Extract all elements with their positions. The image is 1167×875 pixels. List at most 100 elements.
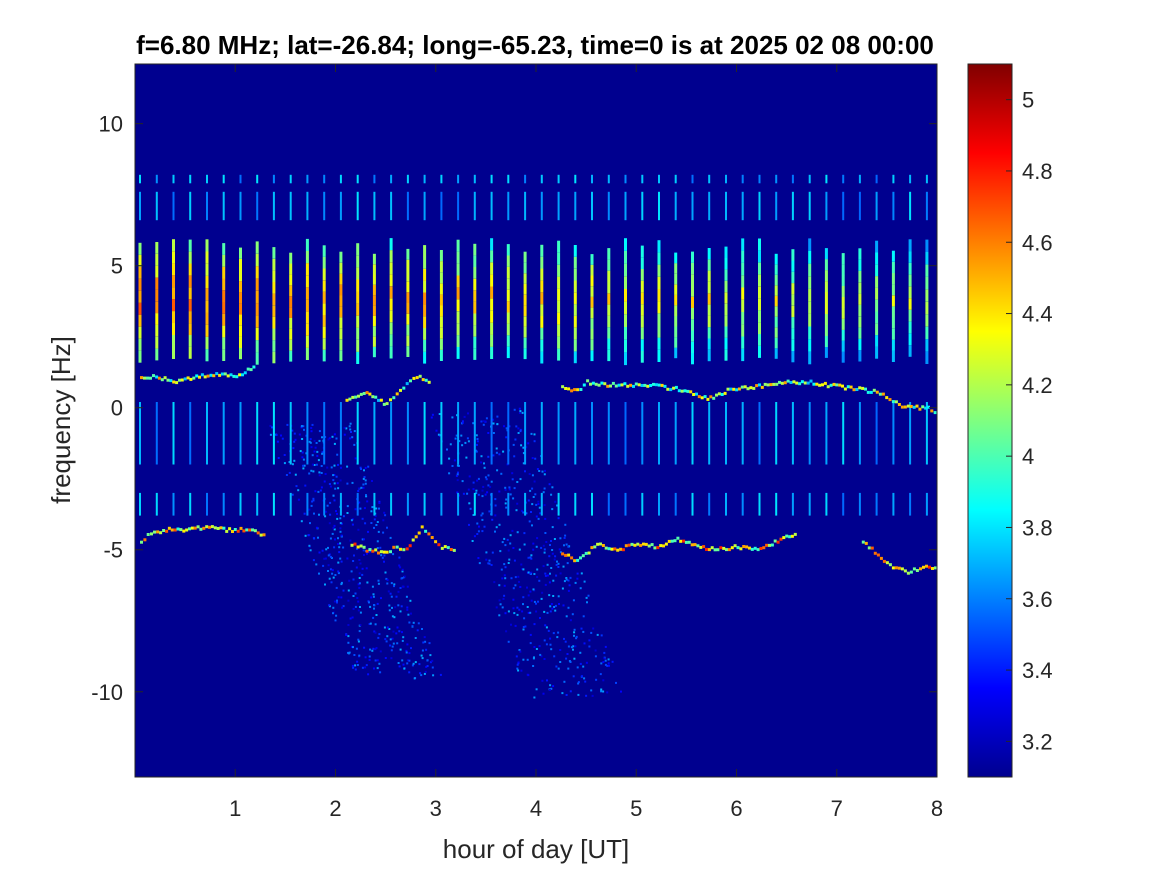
streak-faint bbox=[457, 492, 460, 516]
y-tick-label: -5 bbox=[103, 538, 123, 563]
trace-pixel bbox=[232, 374, 236, 378]
spread-pixel bbox=[478, 525, 480, 528]
spread-pixel bbox=[401, 659, 404, 662]
streak-faint bbox=[339, 402, 342, 465]
streak-segment bbox=[473, 336, 477, 349]
streak-faint bbox=[925, 402, 928, 465]
trace-pixel bbox=[178, 378, 181, 382]
trace-pixel bbox=[726, 387, 730, 391]
spread-pixel bbox=[288, 471, 291, 474]
streak-segment bbox=[741, 262, 745, 276]
streak-faint bbox=[289, 402, 292, 465]
spread-pixel bbox=[473, 535, 476, 538]
trace-pixel bbox=[752, 386, 756, 390]
streak-faint bbox=[272, 402, 275, 465]
trace-pixel bbox=[262, 533, 266, 537]
streak-segment bbox=[172, 287, 175, 300]
spread-pixel bbox=[348, 425, 351, 428]
spread-pixel bbox=[395, 595, 398, 598]
trace-pixel bbox=[212, 374, 216, 378]
streak-segment bbox=[255, 278, 259, 291]
streak-faint bbox=[791, 174, 794, 184]
spread-pixel bbox=[487, 484, 490, 487]
trace-pixel bbox=[374, 548, 378, 552]
spread-pixel bbox=[563, 537, 566, 539]
spread-pixel bbox=[349, 617, 352, 620]
streak-segment bbox=[758, 274, 761, 287]
spread-pixel bbox=[579, 651, 582, 654]
trace-pixel bbox=[858, 386, 862, 390]
spread-pixel bbox=[393, 616, 396, 619]
spread-pixel bbox=[564, 534, 567, 537]
spread-pixel bbox=[559, 661, 562, 663]
streak-faint bbox=[289, 492, 292, 516]
trace-pixel bbox=[573, 388, 577, 392]
streak-segment bbox=[339, 251, 343, 263]
streak-segment bbox=[824, 314, 828, 325]
spread-pixel bbox=[590, 631, 593, 634]
streak-segment bbox=[724, 292, 728, 304]
spread-pixel bbox=[591, 694, 594, 697]
spread-pixel bbox=[397, 590, 400, 593]
trace-pixel bbox=[143, 376, 146, 380]
streak-faint bbox=[206, 492, 208, 516]
streak-segment bbox=[557, 264, 561, 277]
trace-pixel bbox=[619, 547, 623, 551]
trace-pixel bbox=[783, 381, 787, 385]
spread-pixel bbox=[332, 612, 334, 615]
colorbar-tick-label: 3.4 bbox=[1022, 658, 1053, 683]
streak-segment bbox=[858, 248, 862, 260]
streak-segment bbox=[172, 299, 175, 312]
streak-faint bbox=[323, 402, 326, 465]
trace-pixel bbox=[430, 536, 434, 539]
spread-pixel bbox=[391, 645, 394, 648]
streak-segment bbox=[657, 240, 661, 253]
trace-pixel bbox=[427, 380, 431, 384]
trace-pixel bbox=[357, 394, 360, 398]
spread-pixel bbox=[332, 494, 335, 497]
spread-pixel bbox=[337, 561, 340, 564]
spread-pixel bbox=[390, 657, 393, 660]
spread-pixel bbox=[390, 595, 393, 598]
trace-pixel bbox=[189, 377, 193, 381]
spread-pixel bbox=[338, 546, 341, 549]
spread-pixel bbox=[347, 589, 350, 592]
streak-segment bbox=[389, 274, 393, 287]
spread-pixel bbox=[398, 665, 401, 668]
trace-pixel bbox=[579, 388, 583, 391]
streak-segment bbox=[205, 336, 209, 350]
streak-segment bbox=[222, 325, 226, 338]
spread-pixel bbox=[494, 498, 497, 501]
streak-segment bbox=[808, 263, 812, 277]
trace-pixel bbox=[928, 565, 931, 569]
streak-segment bbox=[674, 294, 678, 306]
spread-pixel bbox=[358, 572, 361, 575]
trace-pixel bbox=[763, 382, 767, 386]
spread-pixel bbox=[522, 568, 525, 571]
spread-pixel bbox=[555, 574, 558, 577]
spread-pixel bbox=[380, 597, 382, 600]
spread-pixel bbox=[573, 628, 576, 631]
trace-pixel bbox=[179, 528, 183, 532]
trace-pixel bbox=[424, 378, 428, 382]
spread-pixel bbox=[376, 602, 379, 605]
streak-faint bbox=[758, 492, 761, 516]
streak-faint bbox=[507, 402, 510, 465]
spread-pixel bbox=[327, 570, 329, 572]
streak-segment bbox=[540, 256, 544, 269]
colorbar-tick-label: 3.2 bbox=[1022, 729, 1053, 754]
spread-pixel bbox=[571, 613, 574, 616]
spread-pixel bbox=[504, 566, 507, 569]
spread-pixel bbox=[526, 658, 529, 661]
spread-pixel bbox=[549, 572, 551, 575]
spread-pixel bbox=[539, 617, 541, 619]
spread-pixel bbox=[569, 661, 572, 663]
trace-pixel bbox=[593, 545, 597, 549]
streak-segment bbox=[155, 289, 159, 302]
streak-faint bbox=[892, 174, 895, 184]
spread-pixel bbox=[319, 489, 322, 492]
streak-segment bbox=[607, 327, 611, 339]
trace-pixel bbox=[709, 395, 713, 399]
spread-pixel bbox=[355, 647, 358, 650]
spread-pixel bbox=[532, 665, 535, 667]
